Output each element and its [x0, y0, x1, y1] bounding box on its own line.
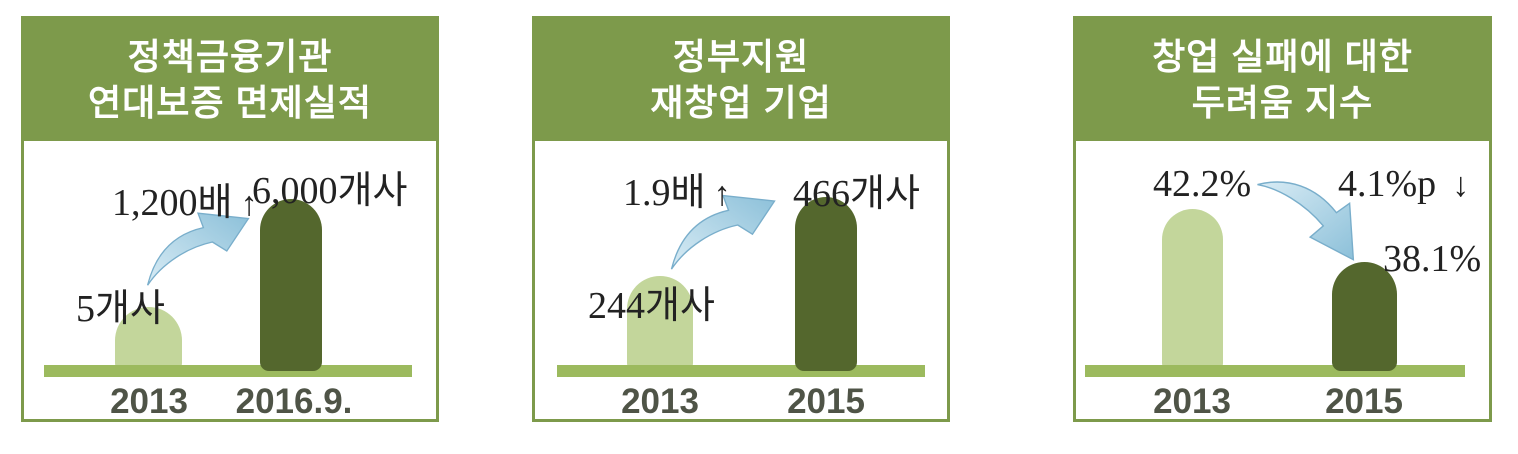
panel-title-line1: 정책금융기관	[127, 35, 333, 77]
chart-area: 244개사 1.9배 ↑ 466개사 2013 2015	[535, 141, 947, 421]
down-arrow-glyph: ↓	[1452, 167, 1470, 204]
year-label-right: 2016.9.	[235, 382, 353, 421]
increase-arrow-icon	[670, 194, 776, 270]
chart-area: 42.2% 4.1%p ↓ 38.1% 2013 2015	[1076, 141, 1489, 421]
chart-area: 5개사 1,200배 ↑ 6,000개사 2013 2016.9.	[24, 141, 436, 421]
panel-title-line1: 창업 실패에 대한	[1152, 35, 1413, 77]
year-label-left: 2013	[621, 382, 699, 421]
increase-arrow-icon	[146, 212, 250, 286]
bar-2015	[1332, 262, 1397, 371]
year-label-left: 2013	[1153, 382, 1231, 421]
value-label-right: 466개사	[793, 173, 920, 215]
change-label: 1,200배 ↑	[112, 171, 257, 226]
panel-title-line2: 연대보증 면제실적	[88, 82, 372, 123]
change-value: 4.1%p	[1338, 163, 1437, 205]
bar-2013	[115, 307, 182, 371]
panel-title-line1: 정부지원	[672, 35, 810, 77]
change-label: 1.9배 ↑	[623, 161, 730, 216]
year-label-right: 2015	[787, 382, 865, 421]
value-label-right: 38.1%	[1383, 238, 1482, 280]
panel-title: 창업 실패에 대한 두려움 지수	[1076, 19, 1489, 141]
value-label-right: 6,000개사	[252, 170, 408, 212]
value-label-left: 244개사	[588, 285, 715, 327]
bar-2013	[627, 276, 693, 371]
panel-title: 정책금융기관 연대보증 면제실적	[24, 19, 436, 141]
bar-2015	[795, 197, 857, 371]
panel-title-line2: 재창업 기업	[650, 82, 832, 123]
bar-2013	[1162, 209, 1223, 371]
axis-baseline	[44, 365, 412, 377]
panel-restartup-companies: 정부지원 재창업 기업 244개사 1.9배 ↑ 466개사 2013 2015	[532, 16, 950, 422]
change-label: 4.1%p ↓	[1338, 162, 1469, 206]
change-value: 1.9배	[623, 172, 706, 214]
bar-2016-9	[260, 199, 322, 371]
year-label-right: 2015	[1325, 382, 1403, 421]
up-arrow-glyph: ↑	[713, 176, 731, 213]
panel-guarantee-exemption: 정책금융기관 연대보증 면제실적 5개사 1,200배 ↑ 6,000개사 201…	[21, 16, 439, 422]
up-arrow-glyph: ↑	[240, 186, 258, 223]
axis-baseline	[1085, 365, 1465, 377]
panel-failure-fear-index: 창업 실패에 대한 두려움 지수 42.2% 4.1%p ↓ 38.1% 2013…	[1073, 16, 1492, 422]
change-value: 1,200배	[112, 182, 233, 224]
panel-title-line2: 두려움 지수	[1191, 82, 1374, 123]
panel-title: 정부지원 재창업 기업	[535, 19, 947, 141]
year-label-left: 2013	[110, 382, 188, 421]
axis-baseline	[557, 365, 925, 377]
value-label-left: 5개사	[76, 288, 165, 330]
value-label-left: 42.2%	[1153, 163, 1252, 205]
decrease-arrow-icon	[1257, 181, 1355, 261]
